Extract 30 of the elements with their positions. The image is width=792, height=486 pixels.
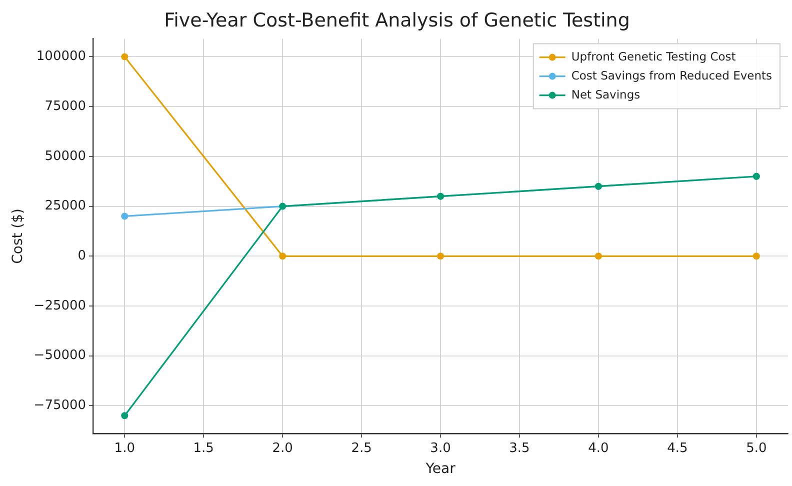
x-axis-title: Year bbox=[424, 461, 456, 478]
y-tick-label: 50000 bbox=[44, 148, 86, 164]
point bbox=[121, 212, 128, 220]
x-tick-label: 1.5 bbox=[193, 440, 214, 456]
x-tick-label: 2.5 bbox=[351, 440, 372, 456]
point bbox=[752, 252, 760, 260]
y-tick-label: 100000 bbox=[36, 49, 86, 64]
x-tick-label: 3.0 bbox=[430, 440, 451, 456]
x-tick-label: 5.0 bbox=[746, 440, 767, 456]
legend-label: Net Savings bbox=[571, 87, 640, 102]
legend-label: Cost Savings from Reduced Events bbox=[571, 68, 772, 82]
x-tick-label: 3.5 bbox=[509, 440, 530, 456]
point bbox=[594, 252, 602, 260]
y-axis-title: Cost ($) bbox=[10, 208, 26, 264]
y-tick-label: −25000 bbox=[34, 298, 86, 314]
x-tick-label: 4.5 bbox=[667, 440, 688, 456]
x-tick-label: 2.0 bbox=[272, 440, 293, 456]
y-tick-label: −75000 bbox=[34, 398, 86, 414]
point bbox=[437, 252, 444, 260]
y-tick-label: −50000 bbox=[34, 348, 86, 364]
x-tick-label: 1.0 bbox=[114, 440, 135, 456]
point bbox=[121, 53, 128, 60]
point bbox=[279, 252, 286, 260]
legend-label: Upfront Genetic Testing Cost bbox=[571, 49, 736, 64]
x-tick-label: 4.0 bbox=[588, 440, 609, 456]
y-tick-label: 25000 bbox=[44, 198, 86, 214]
y-tick-label: 0 bbox=[78, 248, 86, 264]
y-tick-label: 75000 bbox=[44, 98, 86, 114]
point bbox=[121, 412, 128, 420]
chart-title: Five-Year Cost-Benefit Analysis of Genetic Testing bbox=[164, 9, 630, 32]
